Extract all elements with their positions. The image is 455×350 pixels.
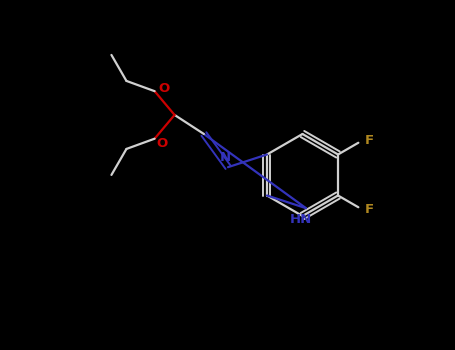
Text: F: F (365, 203, 374, 216)
Text: HN: HN (290, 213, 312, 226)
Text: O: O (158, 82, 169, 95)
Text: O: O (157, 137, 168, 150)
Text: N: N (220, 150, 231, 164)
Text: F: F (365, 134, 374, 147)
